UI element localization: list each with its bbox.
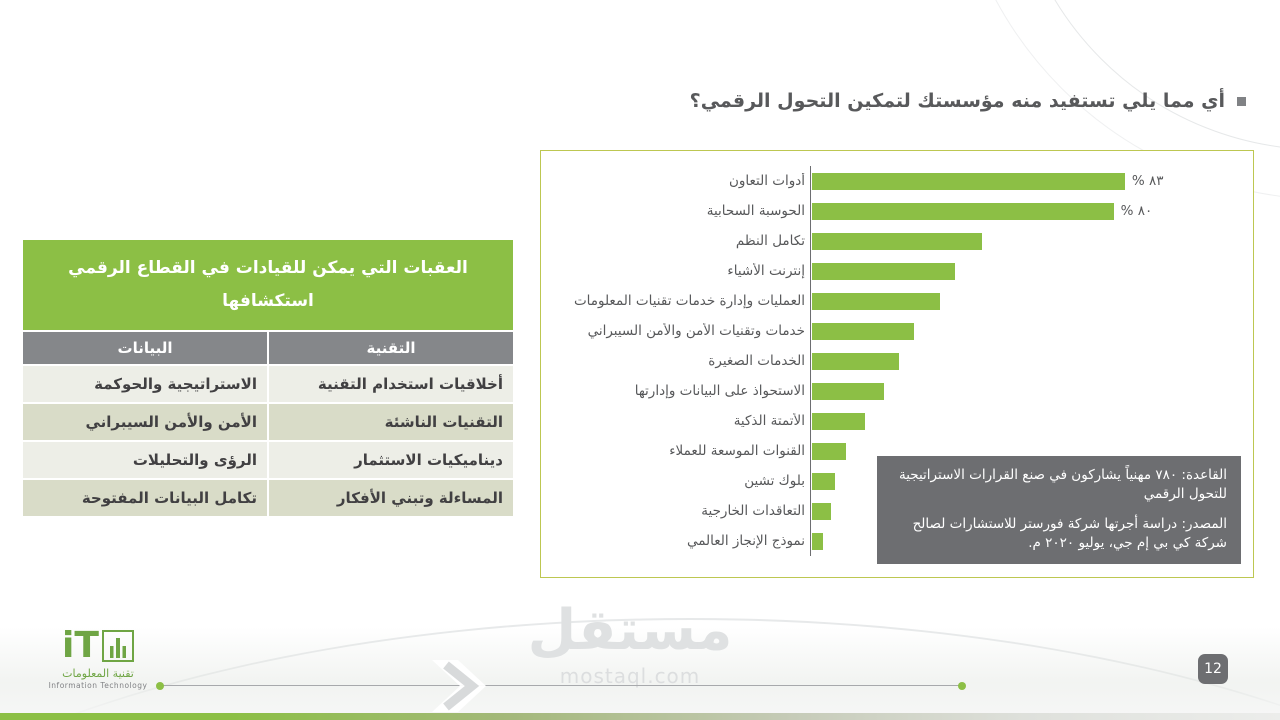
bar-category-label: إنترنت الأشياء (727, 263, 805, 279)
bar-track (810, 436, 1253, 466)
table-cell: ديناميكيات الاستثمار (269, 442, 513, 479)
table-cell: الاستراتيجية والحوكمة (23, 366, 267, 403)
bar-row: تكامل النظم (555, 226, 1253, 256)
bottom-accent-strip (0, 713, 1280, 720)
itc-logo: iT تقنية المعلومات Information Technolog… (48, 628, 148, 691)
bar-category-label: الاستحواذ على البيانات وإدارتها (634, 383, 805, 399)
footer-divider-line (162, 685, 962, 686)
logo-subtitle-english: Information Technology (48, 681, 148, 690)
table-cell: الأمن والأمن السيبراني (23, 404, 267, 441)
bar-row: نموذج الإنجاز العالمي (555, 526, 1253, 556)
bar-row: الأتمتة الذكية (555, 406, 1253, 436)
table-row: ديناميكيات الاستثمار الرؤى والتحليلات (23, 442, 513, 479)
bar-row: الاستحواذ على البيانات وإدارتها (555, 376, 1253, 406)
bar-category-label: التعاقدات الخارجية (701, 503, 805, 519)
table-cell: أخلاقيات استخدام التقنية (269, 366, 513, 403)
bar-track (810, 526, 1253, 556)
bar-track (810, 496, 1253, 526)
chart-note-base: القاعدة: ٧٨٠ مهنياً يشاركون في صنع القرا… (898, 466, 1227, 503)
bar-row: القنوات الموسعة للعملاء (555, 436, 1253, 466)
bar-row: أدوات التعاون ٨٣ % (555, 166, 1253, 196)
bar-track (810, 316, 1253, 346)
table-row: أخلاقيات استخدام التقنية الاستراتيجية وال… (23, 366, 513, 403)
chart-source-note: القاعدة: ٧٨٠ مهنياً يشاركون في صنع القرا… (877, 455, 1241, 564)
bar (812, 262, 956, 280)
itc-building-icon (101, 630, 134, 662)
title-bullet-square-icon (1237, 96, 1246, 106)
bar-rows: أدوات التعاون ٨٣ % الحوسبة السحابية ٨٠ % تكا… (541, 151, 1253, 556)
bar (812, 442, 846, 460)
itc-logo-mark: iT (48, 628, 148, 664)
bar (812, 412, 865, 430)
obstacles-column-headers: التقنية البيانات (23, 332, 513, 365)
logo-subtitle-arabic: تقنية المعلومات (62, 667, 134, 680)
bar-track (810, 256, 1253, 286)
column-header-data: البيانات (23, 332, 267, 365)
bar-track (810, 226, 1253, 256)
bar-category-label: العمليات وإدارة خدمات تقنيات المعلومات (573, 293, 805, 309)
bar (812, 232, 982, 250)
itc-logo-letters: iT (62, 625, 99, 666)
chart-note-source: المصدر: دراسة أجرتها شركة فورستر للاستشا… (912, 515, 1227, 552)
footer-chevron-icon (432, 660, 502, 716)
table-cell: تكامل البيانات المفتوحة (23, 480, 267, 517)
obstacles-table-title: العقبات التي يمكن للقيادات في القطاع الر… (23, 240, 513, 331)
bar (812, 472, 835, 490)
bar-track (810, 376, 1253, 406)
bar-track (810, 406, 1253, 436)
bar-category-label: أدوات التعاون (728, 173, 805, 189)
obstacles-title-line1: العقبات التي يمكن للقيادات في القطاع الر… (68, 258, 468, 278)
bar (812, 382, 884, 400)
bar (812, 532, 824, 550)
bar-row: خدمات وتقنيات الأمن والأمن السيبراني (555, 316, 1253, 346)
bar-value-label: ٨٠ % (1120, 203, 1153, 219)
table-cell: المساءلة وتبني الأفكار (269, 480, 513, 517)
bar-category-label: القنوات الموسعة للعملاء (669, 443, 805, 459)
bar (812, 502, 831, 520)
bar-category-label: خدمات وتقنيات الأمن والأمن السيبراني (587, 323, 805, 339)
bar-category-label: بلوك تشين (744, 473, 805, 489)
page-number-badge: 12 (1198, 654, 1228, 684)
footer-dot-left-icon (156, 682, 164, 690)
table-row: التقنيات الناشئة الأمن والأمن السيبراني (23, 404, 513, 441)
bar-track: ٨٣ % (810, 166, 1253, 196)
background-gradient-band (0, 627, 1280, 713)
obstacles-table: العقبات التي يمكن للقيادات في القطاع الر… (23, 240, 513, 517)
bar-track (810, 286, 1253, 316)
bar-value-label: ٨٣ % (1131, 173, 1164, 189)
bar-track (810, 466, 1253, 496)
bar-row: الخدمات الصغيرة (555, 346, 1253, 376)
table-cell: التقنيات الناشئة (269, 404, 513, 441)
bar-category-label: نموذج الإنجاز العالمي (686, 533, 805, 549)
bar-category-label: الحوسبة السحابية (706, 203, 805, 219)
obstacles-title-line2: استكشافها (222, 291, 314, 312)
bar-row: العمليات وإدارة خدمات تقنيات المعلومات (555, 286, 1253, 316)
bar-category-label: تكامل النظم (735, 233, 805, 249)
bar (812, 202, 1114, 220)
obstacles-rows: أخلاقيات استخدام التقنية الاستراتيجية وال… (23, 366, 513, 517)
bar-track (810, 346, 1253, 376)
column-header-technology: التقنية (269, 332, 513, 365)
bar (812, 292, 941, 310)
bar-category-label: الأتمتة الذكية (733, 413, 805, 429)
slide-title-row: أي مما يلي تستفيد منه مؤسستك لتمكين التح… (690, 90, 1246, 112)
bar-row: التعاقدات الخارجية (555, 496, 1253, 526)
table-row: المساءلة وتبني الأفكار تكامل البيانات الم… (23, 480, 513, 517)
bar (812, 172, 1125, 190)
bar-row: الحوسبة السحابية ٨٠ % (555, 196, 1253, 226)
bar (812, 352, 899, 370)
footer-dot-right-icon (958, 682, 966, 690)
bar-row: إنترنت الأشياء (555, 256, 1253, 286)
background-swoosh-curve (0, 618, 1280, 720)
bar-chart-panel: أدوات التعاون ٨٣ % الحوسبة السحابية ٨٠ % تكا… (540, 150, 1254, 578)
bar (812, 322, 914, 340)
bar-track: ٨٠ % (810, 196, 1253, 226)
table-cell: الرؤى والتحليلات (23, 442, 267, 479)
bar-category-label: الخدمات الصغيرة (708, 353, 805, 369)
page-title: أي مما يلي تستفيد منه مؤسستك لتمكين التح… (689, 90, 1225, 112)
bar-row: بلوك تشين (555, 466, 1253, 496)
